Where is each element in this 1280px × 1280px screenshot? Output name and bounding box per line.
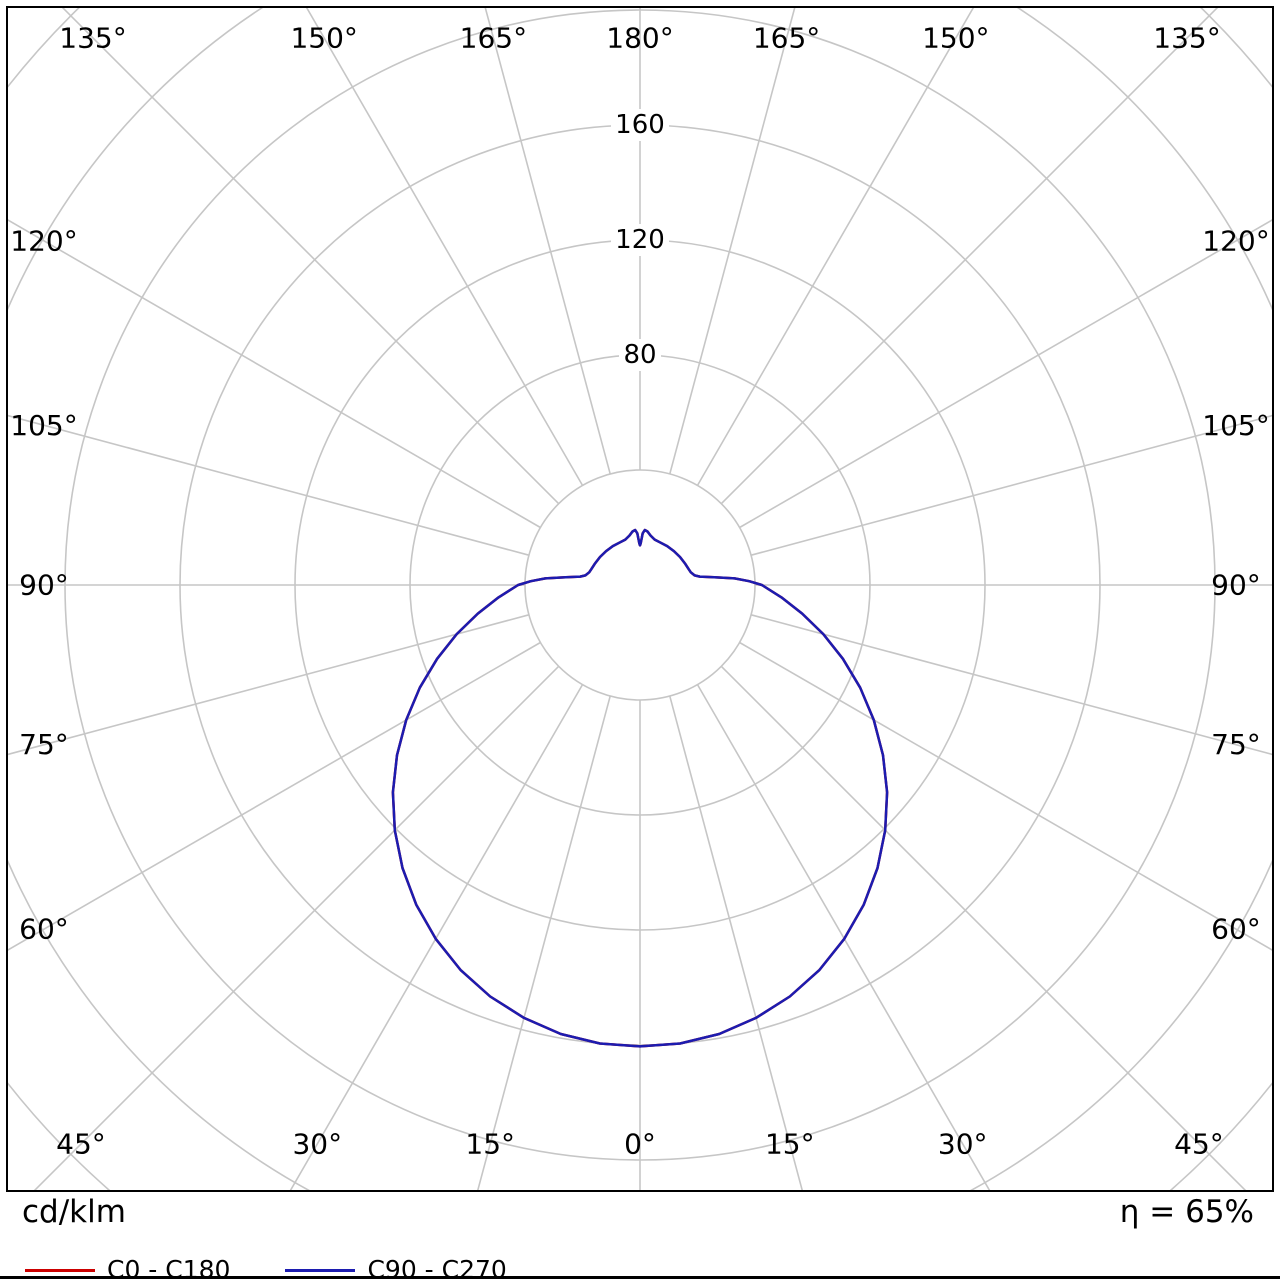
- grid-spoke: [750, 614, 1272, 756]
- grid-spoke: [750, 414, 1272, 556]
- polar-plot-frame: 80 120 160 0° 15° 15° 30° 30° 45° 45° 60° 60° 75° 75°…: [6, 6, 1274, 1192]
- efficiency-label: η = 65%: [1119, 1194, 1254, 1230]
- grid-spoke: [739, 641, 1272, 951]
- angle-label: 150°: [290, 22, 357, 55]
- angle-label: 150°: [922, 22, 989, 55]
- angle-label: 45°: [56, 1128, 106, 1161]
- ring-label: 160: [615, 110, 665, 140]
- ring-label-bg: [611, 224, 669, 256]
- grid-ring: [524, 469, 756, 701]
- legend: C0 - C180 C90 - C270: [25, 1256, 562, 1280]
- ring-label: 80: [623, 340, 656, 370]
- grid-spoke: [696, 684, 991, 1190]
- grid-spoke: [669, 695, 803, 1190]
- angle-label: 105°: [1202, 409, 1269, 442]
- angle-label: 90°: [19, 569, 69, 602]
- angle-label: 60°: [1211, 913, 1261, 946]
- legend-line-red: [25, 1268, 95, 1272]
- angle-label: 120°: [10, 224, 77, 257]
- legend-label-c90-c270: C90 - C270: [367, 1255, 507, 1280]
- angle-label: 30°: [938, 1128, 988, 1161]
- grid-spoke: [61, 8, 560, 505]
- angle-label: 30°: [292, 1128, 342, 1161]
- grid-spoke: [8, 614, 530, 756]
- angle-label: 165°: [753, 22, 820, 55]
- angle-label: 0°: [624, 1128, 656, 1161]
- angle-label: 180°: [606, 22, 673, 55]
- ring-label: 120: [615, 225, 665, 255]
- angle-label: 90°: [1211, 569, 1261, 602]
- grid-spoke: [484, 8, 611, 475]
- unit-label: cd/klm: [22, 1194, 126, 1230]
- grid-spoke: [477, 695, 611, 1190]
- angle-label: 165°: [460, 22, 527, 55]
- grid-spoke: [739, 219, 1272, 529]
- grid-spoke: [305, 8, 584, 486]
- grid-spoke: [720, 8, 1219, 505]
- grid-spoke: [8, 641, 541, 951]
- ring-label-bg: [611, 109, 669, 141]
- legend-item-c90-c270: C90 - C270: [285, 1255, 507, 1280]
- angle-label: 45°: [1174, 1128, 1224, 1161]
- grid-spoke: [720, 665, 1247, 1190]
- angle-label: 60°: [19, 913, 69, 946]
- angle-label: 105°: [10, 409, 77, 442]
- angle-label: 75°: [19, 728, 69, 761]
- grid-spoke: [669, 8, 796, 475]
- grid-spoke: [8, 414, 530, 556]
- angle-label: 120°: [1202, 224, 1269, 257]
- grid-spoke: [33, 665, 560, 1190]
- polar-chart-canvas: 80 120 160 0° 15° 15° 30° 30° 45° 45° 60° 60° 75° 75°…: [8, 8, 1272, 1190]
- grid-spoke: [696, 8, 975, 486]
- legend-label-c0-c180: C0 - C180: [107, 1255, 231, 1280]
- curve-c90-c270: [391, 528, 889, 1048]
- legend-line-blue: [285, 1268, 356, 1272]
- grid-spoke: [8, 219, 541, 529]
- angle-label: 75°: [1211, 728, 1261, 761]
- angle-label: 135°: [1153, 22, 1220, 55]
- angle-label: 15°: [765, 1128, 815, 1161]
- bottom-divider: [0, 1276, 1280, 1279]
- grid-spoke: [289, 684, 584, 1190]
- ring-label-bg: [619, 339, 661, 371]
- legend-item-c0-c180: C0 - C180: [25, 1256, 230, 1280]
- angle-label: 135°: [59, 22, 126, 55]
- angle-label: 15°: [465, 1128, 515, 1161]
